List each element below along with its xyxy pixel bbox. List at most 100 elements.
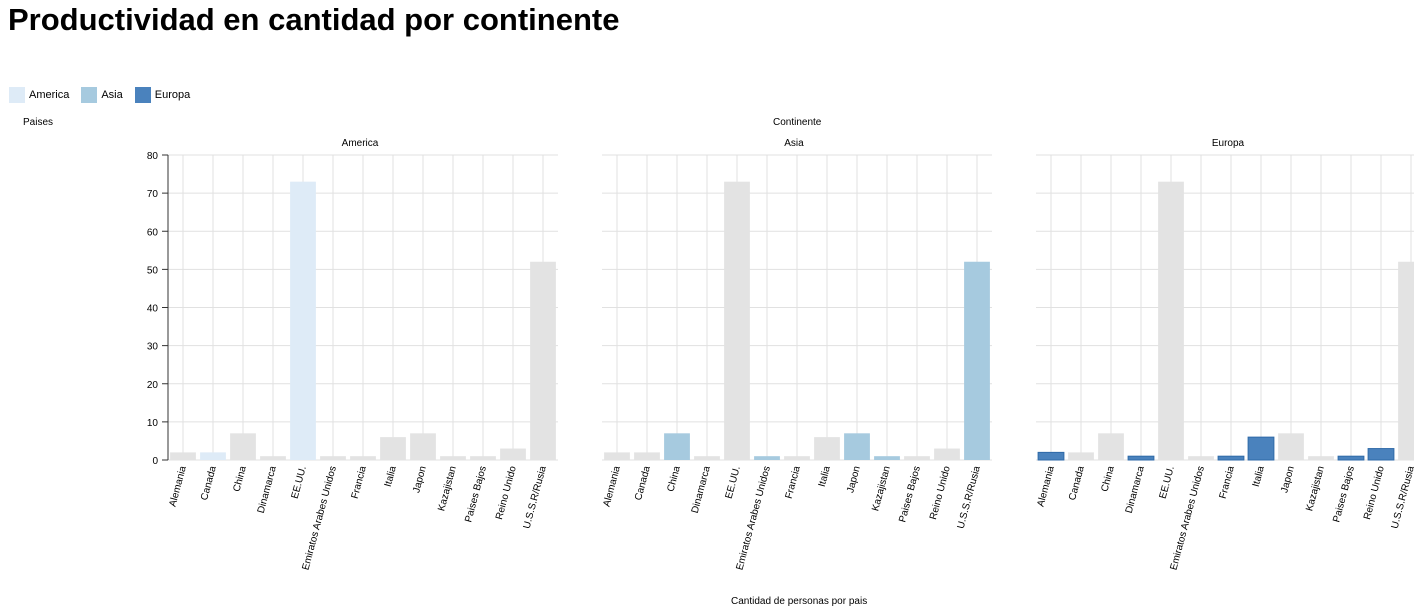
x-tick-label-europa-u-s-s-r-rusia: U.S.S.R/Rusia [1390,465,1414,531]
bar-america-francia [350,456,376,460]
bar-asia-u-s-s-r-rusia [964,261,990,460]
legend-swatch-america [9,87,25,103]
x-tick-label-america-alemania: Alemania [167,465,189,509]
bar-asia-reino-unido [934,448,960,460]
x-tick-label-europa-emiratos-arabes-unidos: Emiratos Arabes Unidos [1169,465,1207,571]
facet-title-europa: Europa [1212,138,1245,149]
bar-america-italia [380,437,406,460]
facet-title-america: America [342,138,379,149]
bar-asia-dinamarca [694,456,720,460]
chart-title: Productividad en cantidad por continente [8,2,620,37]
x-tick-label-america-emiratos-arabes-unidos: Emiratos Arabes Unidos [301,465,339,571]
x-tick-label-america-paises-bajos: Paises Bajos [463,465,489,524]
x-tick-label-asia-ee-uu: EE.UU. [724,465,743,500]
y-tick-label-60: 60 [147,227,159,238]
x-tick-label-europa-japon: Japon [1279,465,1297,494]
y-tick-label-20: 20 [147,380,159,391]
x-tick-label-america-japon: Japon [411,465,429,494]
y-axis-title: Paises [23,117,54,128]
x-tick-label-america-reino-unido: Reino Unido [494,465,519,521]
x-tick-label-asia-japon: Japon [845,465,863,494]
y-tick-label-80: 80 [147,151,159,162]
bar-america-china [230,433,256,460]
x-tick-label-europa-francia: Francia [1218,465,1237,500]
x-tick-label-asia-italia: Italia [817,465,833,489]
x-tick-label-america-kazajistan: Kazajistan [436,465,459,512]
legend-swatch-europa [134,87,151,103]
x-tick-label-europa-alemania: Alemania [1035,465,1057,509]
bar-asia-paises-bajos [904,456,930,460]
legend-label-europa: Europa [154,89,191,101]
x-tick-label-europa-china: China [1100,465,1118,494]
x-tick-label-europa-canada: Canada [1067,465,1087,502]
x-tick-label-europa-ee-uu: EE.UU. [1158,465,1177,500]
legend-label-america: America [29,89,70,101]
bar-asia-francia [784,456,810,460]
x-tick-label-asia-kazajistan: Kazajistan [870,465,893,512]
x-tick-label-asia-canada: Canada [633,465,653,502]
x-tick-label-asia-dinamarca: Dinamarca [690,465,713,515]
bar-europa-china [1098,433,1124,460]
x-tick-label-america-ee-uu: EE.UU. [290,465,309,500]
x-tick-label-america-u-s-s-r-rusia: U.S.S.R/Rusia [522,465,549,531]
bar-america-japon [410,433,436,460]
bar-asia-kazajistan [874,456,900,460]
legend-item-asia[interactable]: Asia [81,87,123,103]
x-tick-label-america-china: China [232,465,250,494]
bar-europa-kazajistan [1308,456,1334,460]
bar-asia-italia [814,437,840,460]
bar-europa-dinamarca [1127,455,1155,461]
bar-asia-alemania [604,452,630,460]
x-tick-label-europa-dinamarca: Dinamarca [1124,465,1147,515]
x-tick-label-asia-emiratos-arabes-unidos: Emiratos Arabes Unidos [735,465,773,571]
bar-europa-ee-uu [1158,181,1184,460]
bar-america-paises-bajos [470,456,496,460]
bar-asia-ee-uu [724,181,750,460]
x-tick-label-asia-paises-bajos: Paises Bajos [897,465,923,524]
bar-america-dinamarca [260,456,286,460]
bar-europa-reino-unido [1367,448,1395,461]
y-tick-label-50: 50 [147,265,159,276]
legend-label-asia: Asia [101,89,123,101]
bar-america-reino-unido [500,448,526,460]
x-tick-label-asia-francia: Francia [784,465,803,500]
legend-item-america[interactable]: America [9,87,69,103]
x-tick-label-asia-reino-unido: Reino Unido [928,465,953,521]
bar-america-u-s-s-r-rusia [530,261,556,460]
x-tick-label-europa-kazajistan: Kazajistan [1304,465,1327,512]
x-tick-label-asia-u-s-s-r-rusia: U.S.S.R/Rusia [956,465,983,531]
bar-europa-canada [1068,452,1094,460]
bar-europa-emiratos-arabes-unidos [1188,456,1214,460]
bar-europa-italia [1247,436,1275,461]
x-tick-label-europa-paises-bajos: Paises Bajos [1331,465,1357,524]
bar-america-kazajistan [440,456,466,460]
bar-europa-u-s-s-r-rusia [1398,261,1414,460]
facet-header: Continente [773,117,822,128]
x-tick-label-america-francia: Francia [350,465,369,500]
bar-america-ee-uu [290,181,316,460]
facet-title-asia: Asia [784,138,804,149]
legend: America Asia Europa [9,87,202,103]
bar-asia-china [664,433,690,460]
bar-europa-japon [1278,433,1304,460]
bar-europa-paises-bajos [1337,455,1365,461]
bar-america-emiratos-arabes-unidos [320,456,346,460]
y-tick-label-40: 40 [147,304,159,315]
legend-item-europa[interactable]: Europa [134,87,191,103]
x-axis-title: Cantidad de personas por pais [731,596,868,607]
x-tick-label-asia-alemania: Alemania [601,465,623,509]
legend-swatch-asia [81,87,98,103]
bar-europa-francia [1217,455,1245,461]
y-tick-label-10: 10 [147,418,159,429]
x-tick-label-europa-reino-unido: Reino Unido [1362,465,1387,521]
y-tick-label-0: 0 [152,456,158,467]
x-tick-label-europa-italia: Italia [1251,465,1267,489]
bar-europa-alemania [1037,451,1065,461]
x-tick-label-america-italia: Italia [383,465,399,489]
y-tick-label-30: 30 [147,342,159,353]
x-tick-label-asia-china: China [666,465,684,494]
x-tick-label-america-dinamarca: Dinamarca [256,465,279,515]
bar-asia-japon [844,433,870,460]
bar-america-alemania [170,452,196,460]
